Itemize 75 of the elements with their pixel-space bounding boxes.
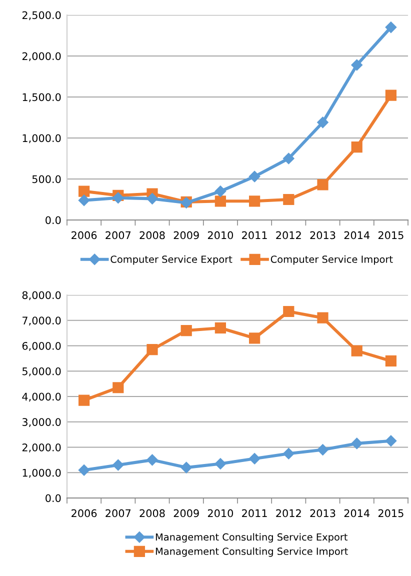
x-tick-label: 2015 <box>378 231 404 240</box>
point <box>214 196 226 207</box>
point <box>385 22 397 33</box>
x-tick-label: 2011 <box>242 231 267 240</box>
x-tick-label: 2006 <box>72 231 97 240</box>
legend-label: Computer Service Import <box>270 255 393 265</box>
point <box>146 454 158 466</box>
point <box>78 464 90 476</box>
point <box>385 435 397 447</box>
y-tick-label: 2,000.0 <box>22 52 61 62</box>
x-tick-label: 2014 <box>344 231 370 240</box>
x-tick-label: 2010 <box>208 231 234 240</box>
point <box>351 345 362 356</box>
point <box>283 306 294 318</box>
point <box>214 458 226 470</box>
point <box>112 192 124 204</box>
point <box>351 141 362 153</box>
y-tick-label: 0.0 <box>46 216 61 224</box>
point <box>385 355 397 367</box>
point <box>112 459 124 471</box>
point <box>78 394 90 406</box>
x-tick-label: 2011 <box>242 509 267 518</box>
point <box>351 438 362 450</box>
x-tick-label: 2008 <box>140 509 165 518</box>
point <box>283 152 294 164</box>
legend-label: Management Consulting Service Export <box>156 533 348 543</box>
point <box>351 59 362 71</box>
point <box>248 453 260 464</box>
point <box>283 194 294 206</box>
y-tick-label: 2,000.0 <box>22 443 61 452</box>
point <box>214 322 226 334</box>
point <box>214 186 226 197</box>
x-tick-label: 2009 <box>174 509 199 518</box>
y-tick-label: 1,500.0 <box>22 93 61 102</box>
point <box>317 116 328 128</box>
x-tick-label: 2013 <box>310 509 336 518</box>
point <box>317 312 328 324</box>
x-tick-label: 2010 <box>208 509 234 518</box>
y-tick-label: 8,000.0 <box>22 291 61 300</box>
y-tick-label: 4,000.0 <box>22 392 61 402</box>
point <box>78 186 90 197</box>
point <box>180 324 192 336</box>
point <box>180 462 192 474</box>
x-tick-label: 2012 <box>276 509 301 518</box>
point <box>146 344 158 356</box>
y-tick-label: 5,000.0 <box>22 367 61 376</box>
x-tick-label: 2007 <box>106 509 131 518</box>
y-tick-label: 1,000.0 <box>22 468 61 478</box>
x-tick-label: 2007 <box>106 231 131 240</box>
point <box>317 179 328 190</box>
x-tick-label: 2012 <box>276 231 301 240</box>
x-tick-label: 2009 <box>174 231 199 240</box>
x-tick-label: 2013 <box>310 231 336 240</box>
point <box>248 196 260 207</box>
y-tick-label: 2,500.0 <box>22 11 61 20</box>
x-tick-label: 2014 <box>344 509 370 518</box>
x-tick-label: 2015 <box>378 509 404 518</box>
point <box>78 194 90 206</box>
point <box>112 382 124 394</box>
y-tick-label: 500.0 <box>32 175 61 184</box>
y-tick-label: 6,000.0 <box>22 342 61 351</box>
point <box>248 170 260 182</box>
y-tick-label: 7,000.0 <box>22 316 61 326</box>
point <box>317 444 328 456</box>
point <box>248 332 260 344</box>
y-tick-label: 1,000.0 <box>22 134 61 144</box>
x-tick-label: 2006 <box>72 509 97 518</box>
point <box>283 448 294 460</box>
point <box>385 90 397 101</box>
y-tick-label: 3,000.0 <box>22 418 61 428</box>
point <box>146 193 158 204</box>
legend-label: Management Consulting Service Import <box>156 547 348 557</box>
y-tick-label: 0.0 <box>46 494 61 502</box>
legend-label: Computer Service Export <box>110 255 232 265</box>
x-tick-label: 2008 <box>140 231 165 240</box>
